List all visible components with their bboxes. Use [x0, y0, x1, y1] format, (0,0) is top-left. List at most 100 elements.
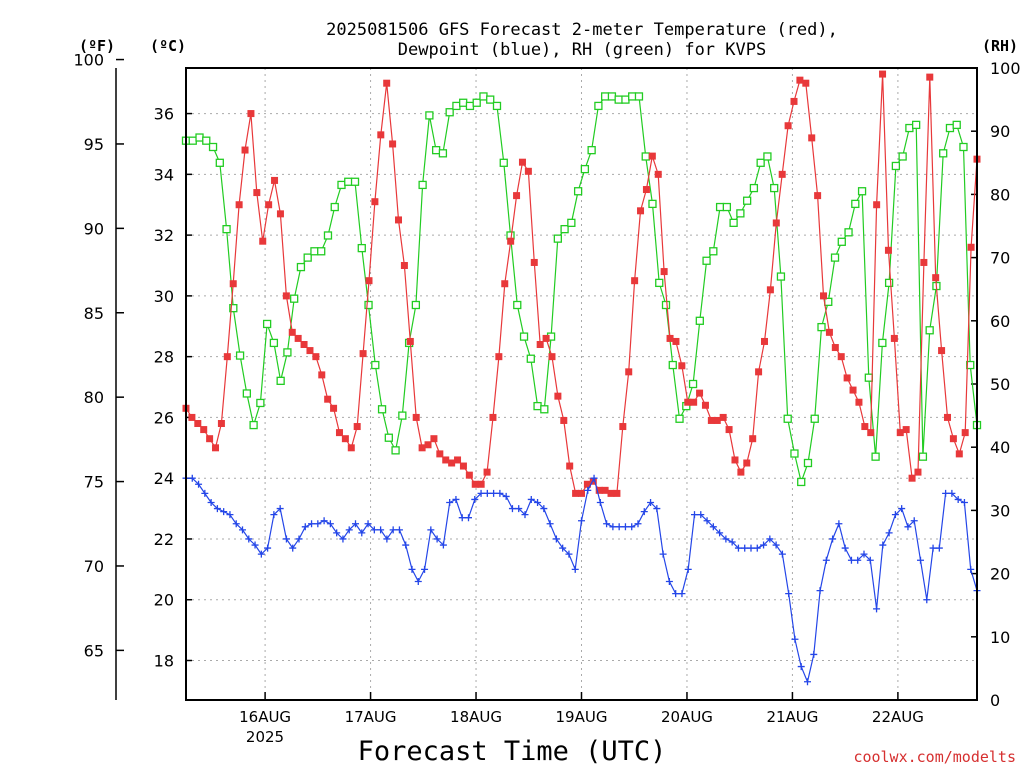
temperature-point: [442, 456, 450, 464]
rh-point: [296, 262, 306, 272]
temperature-point: [359, 350, 367, 358]
rh-point: [817, 322, 826, 332]
rh-point: [898, 152, 907, 161]
temperature-point: [595, 486, 603, 494]
rh-point: [776, 272, 786, 281]
rh-point: [391, 446, 400, 455]
temperature-point: [890, 334, 898, 342]
rh-tick-label: 0: [990, 691, 1000, 710]
dewpoint-point: [810, 650, 818, 658]
dewpoint-point: [333, 529, 341, 537]
temperature-point: [371, 198, 379, 206]
dewpoint-point: [458, 514, 466, 522]
dewpoint-point: [383, 535, 391, 543]
temperature-point: [188, 413, 196, 421]
rh-point: [425, 111, 434, 120]
temperature-point: [436, 450, 444, 458]
dewpoint-point: [414, 578, 422, 585]
temperature-point: [637, 207, 645, 215]
dewpoint-point: [910, 517, 918, 525]
temperature-point: [631, 277, 639, 285]
temperature-point: [755, 368, 763, 376]
temperature-point: [389, 140, 397, 148]
dewpoint-point: [320, 517, 328, 525]
rh-tick-label: 10: [990, 628, 1010, 647]
dewpoint-point: [609, 523, 617, 531]
dewpoint-point: [967, 565, 975, 573]
rh-point: [939, 149, 948, 158]
dewpoint-point: [822, 556, 830, 564]
rh-point: [607, 92, 617, 101]
temperature-point: [471, 480, 479, 488]
chart-title-line-1: 2025081506 GFS Forecast 2-meter Temperat…: [326, 20, 838, 40]
temperature-point: [707, 416, 715, 424]
rh-point: [465, 101, 475, 111]
fahrenheit-tick-label: 95: [84, 135, 104, 154]
rh-point: [357, 243, 366, 253]
dewpoint-point: [352, 520, 359, 528]
rh-tick-label: 90: [990, 122, 1010, 141]
temperature-point: [495, 353, 503, 361]
dewpoint-point: [716, 529, 724, 537]
rh-point: [411, 300, 421, 310]
rh-point: [628, 92, 637, 101]
rh-unit-label: (RH): [982, 37, 1018, 55]
rh-point: [749, 183, 759, 193]
rh-point: [269, 338, 279, 348]
rh-point: [763, 152, 772, 161]
dewpoint-point: [904, 523, 912, 531]
dewpoint-point: [270, 511, 278, 519]
temperature-point: [743, 459, 751, 467]
dewpoint-point: [565, 550, 573, 558]
temperature-point: [719, 413, 727, 421]
dewpoint-point: [433, 535, 441, 543]
temperature-point: [784, 122, 792, 130]
dewpoint-point: [245, 535, 253, 543]
dewpoint-point: [345, 526, 353, 534]
rh-tick-label: 30: [990, 501, 1010, 520]
temperature-point: [908, 474, 916, 482]
temperature-point: [648, 152, 656, 160]
fahrenheit-tick-label: 80: [84, 388, 104, 407]
rh-point: [837, 237, 846, 246]
rh-point: [215, 158, 224, 167]
rh-point: [912, 120, 921, 130]
temperature-point: [772, 219, 780, 227]
dewpoint-point: [446, 499, 454, 506]
rh-point: [790, 449, 799, 458]
dewpoint-point: [873, 605, 881, 613]
temperature-point: [766, 286, 774, 294]
temperature-point: [507, 237, 515, 245]
temperature-point: [253, 189, 261, 197]
temperature-point: [217, 420, 225, 427]
temperature-point: [483, 468, 491, 476]
rh-point: [337, 180, 346, 190]
dewpoint-point: [841, 544, 849, 552]
rh-point: [540, 405, 549, 414]
dewpoint-point: [207, 499, 215, 506]
dewpoint-point: [571, 565, 579, 573]
dewpoint-point: [929, 544, 937, 552]
temperature-point: [843, 374, 851, 382]
rh-point: [283, 348, 292, 357]
temperature-point: [206, 435, 214, 443]
temperature-point: [820, 292, 828, 300]
dewpoint-point: [220, 508, 228, 516]
celsius-tick-label: 24: [154, 469, 174, 488]
rh-point: [452, 101, 461, 111]
dewpoint-point: [515, 505, 523, 513]
rh-point: [810, 414, 819, 423]
rh-point: [384, 433, 393, 442]
rh-point: [742, 196, 752, 205]
celsius-tick-label: 18: [154, 652, 174, 671]
dewpoint-point: [753, 544, 761, 552]
dewpoint-point: [502, 492, 510, 500]
chart-title-line-2: Dewpoint (blue), RH (green) for KVPS: [398, 40, 766, 60]
temperature-point: [454, 456, 462, 464]
dewpoint-point: [251, 541, 259, 549]
temperature-point: [341, 435, 349, 443]
rh-point: [729, 218, 738, 227]
rh-point: [262, 319, 272, 329]
temperature-point: [802, 79, 810, 87]
rh-point: [526, 354, 535, 363]
